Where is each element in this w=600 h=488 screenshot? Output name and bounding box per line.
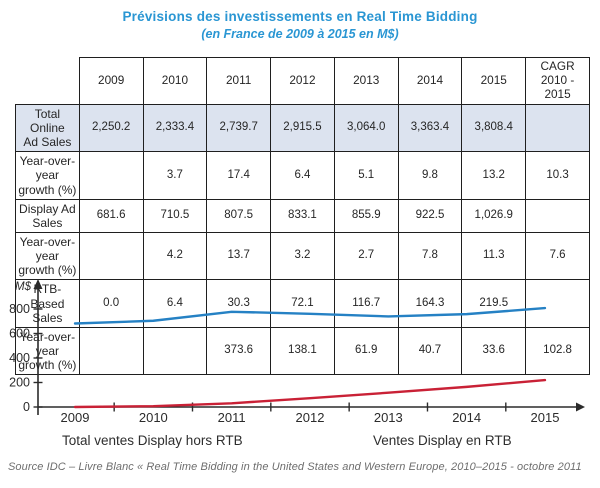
table-cell: 11.3 [461, 231, 527, 281]
x-tick-label: 2011 [218, 410, 246, 425]
table-cell: 5.1 [333, 151, 399, 200]
table-cell: 9.8 [397, 151, 463, 200]
series-line [73, 378, 547, 409]
table-cell: 13.7 [206, 231, 272, 281]
row-label: RTB-Based Sales [15, 279, 80, 328]
table-cell: 373.6 [206, 326, 272, 376]
table-cell: 30.3 [206, 279, 272, 328]
x-tick-label: 2015 [531, 410, 560, 425]
table-cell: 807.5 [206, 198, 272, 233]
legend-series-display-en-rtb: Ventes Display en RTB [373, 433, 512, 448]
series-line [73, 306, 547, 325]
row-label: Year-over-year growth (%) [15, 151, 80, 200]
table-row: Year-over-year growth (%) 4.2 13.7 3.2 2.7 7.… [15, 231, 590, 281]
legend-series-display-hors-rtb: Total ventes Display hors RTB [62, 433, 243, 448]
table-row: Display Ad Sales 681.6 710.5 807.5 833.1 855.… [15, 198, 590, 233]
table-column-header: 2014 [397, 57, 463, 105]
table-column-header: 2013 [333, 57, 399, 105]
table-cell: 2,739.7 [206, 103, 272, 153]
table-cell: 6.4 [270, 151, 335, 200]
table-cell: 3.7 [142, 151, 208, 200]
table-column-header: CAGR 2010 - 2015 [525, 57, 590, 105]
table-body: Total Online Ad Sales 2,250.2 2,333.4 2,739… [15, 103, 590, 376]
table-cell: 164.3 [397, 279, 463, 328]
source-note: Source IDC – Livre Blanc « Real Time Bid… [8, 461, 582, 473]
table-column-header: 2009 [78, 57, 144, 105]
table-corner-cell [15, 57, 80, 105]
y-axis-arrow-icon [33, 279, 43, 289]
x-tick-label: 2013 [374, 410, 403, 425]
table-cell: 4.2 [142, 231, 208, 281]
table-cell: 138.1 [270, 326, 335, 376]
x-tick-label: 2010 [139, 410, 168, 425]
table-cell: 10.3 [525, 151, 590, 200]
table-cell: 61.9 [333, 326, 399, 376]
x-tick-label: 2014 [452, 410, 481, 425]
table-cell: 681.6 [78, 198, 144, 233]
table-cell: 1,026.9 [461, 198, 527, 233]
table-column-header: 2010 [142, 57, 208, 105]
table-cell: 922.5 [397, 198, 463, 233]
table-cell: 40.7 [397, 326, 463, 376]
table-cell: 102.8 [525, 326, 590, 376]
row-label: Year-over-year growth (%) [15, 231, 80, 281]
x-axis-arrow-icon [576, 402, 585, 412]
title-block: Prévisions des investissements en Real T… [0, 9, 600, 41]
x-tick-label: 2012 [296, 410, 325, 425]
table-cell: 710.5 [142, 198, 208, 233]
table-cell [525, 103, 590, 153]
table-cell: 833.1 [270, 198, 335, 233]
table-row: Total Online Ad Sales 2,250.2 2,333.4 2,739… [15, 103, 590, 153]
page-subtitle: (en France de 2009 à 2015 en M$) [201, 27, 399, 41]
table-cell: 17.4 [206, 151, 272, 200]
table-column-header: 2015 [461, 57, 527, 105]
y-tick-label: 200 [9, 376, 30, 390]
chart-legend: Total ventes Display hors RTB Ventes Dis… [0, 433, 600, 451]
table-cell: 3,363.4 [397, 103, 463, 153]
row-label: Display Ad Sales [15, 198, 80, 233]
line-chart: M$ 0 200 400 600 800 2009 2010 2011 2012 2013 2014 2… [9, 279, 585, 425]
table-cell: 855.9 [333, 198, 399, 233]
table-cell [78, 326, 144, 376]
table-cell: 3.2 [270, 231, 335, 281]
y-axis-label: M$ [15, 281, 32, 293]
table-cell: 219.5 [461, 279, 527, 328]
table-column-header: 2012 [270, 57, 335, 105]
table-header: 2009 2010 2011 2012 2013 2014 2015 CAGR 2010 - … [15, 57, 590, 105]
table-cell: 3,808.4 [461, 103, 527, 153]
y-tick-label: 600 [9, 327, 30, 341]
table-cell: 7.8 [397, 231, 463, 281]
y-tick-label: 800 [9, 302, 30, 316]
page-title: Prévisions des investissements en Real T… [122, 9, 478, 24]
y-tick-label: 400 [9, 351, 30, 365]
table-cell: 2.7 [333, 231, 399, 281]
table-cell [525, 198, 590, 233]
forecast-table: 2009 2010 2011 2012 2013 2014 2015 CAGR 2010 - … [15, 57, 590, 376]
table-cell: 33.6 [461, 326, 527, 376]
table-cell: 7.6 [525, 231, 590, 281]
x-tick-label: 2009 [61, 410, 90, 425]
table-row: Year-over-year growth (%) 3.7 17.4 6.4 5.1 9.… [15, 151, 590, 200]
table-column-header: 2011 [206, 57, 272, 105]
table-cell: 2,250.2 [78, 103, 144, 153]
table-cell: 13.2 [461, 151, 527, 200]
table-cell [78, 151, 144, 200]
table-cell: 3,064.0 [333, 103, 399, 153]
y-tick-label: 0 [23, 400, 30, 414]
table-cell: 2,915.5 [270, 103, 335, 153]
table-row: Year-over-year growth (%) 373.6 138.1 61.9 4… [15, 326, 590, 376]
table-cell [78, 231, 144, 281]
table-cell: 2,333.4 [142, 103, 208, 153]
row-label: Total Online Ad Sales [15, 103, 80, 153]
